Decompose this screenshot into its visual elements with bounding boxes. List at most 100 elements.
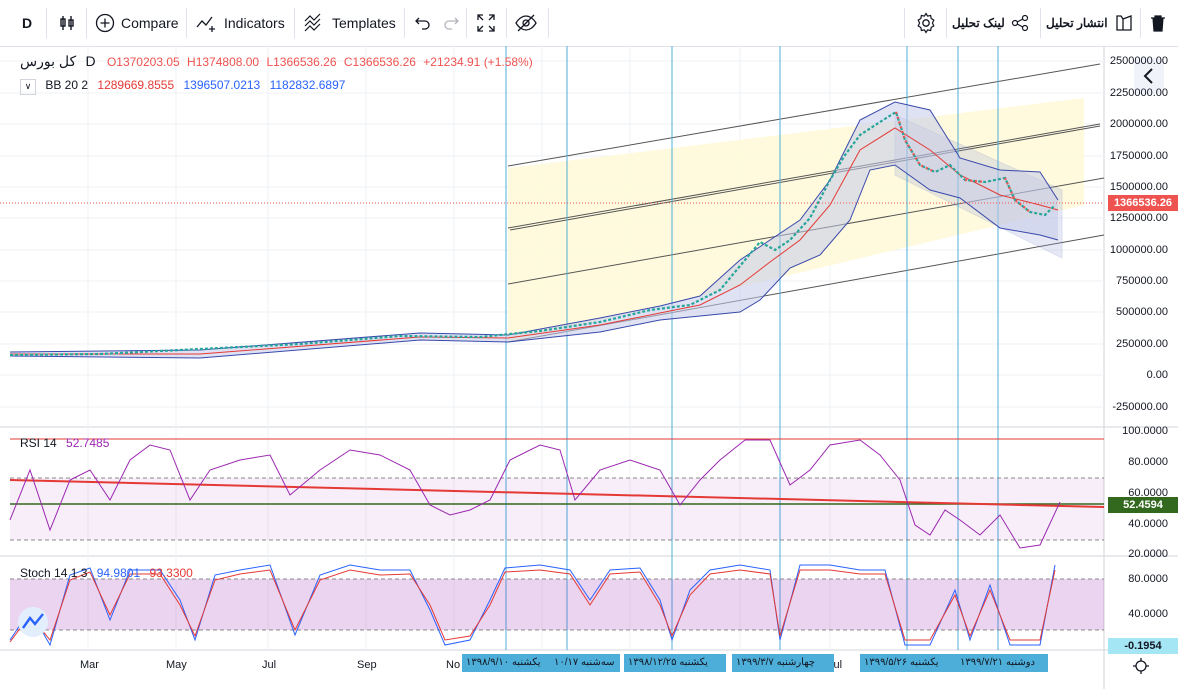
rsi-value: 52.7485 xyxy=(66,436,110,450)
share-link-label: لینک تحلیل xyxy=(952,16,1005,30)
publish-label: انتشار تحلیل xyxy=(1046,16,1108,30)
logo-mark xyxy=(22,613,44,629)
top-toolbar: D Compare Indicators Templates لینک تحلی… xyxy=(0,0,1178,47)
side-panel-toggle[interactable] xyxy=(1134,58,1164,94)
time-axis-settings-icon[interactable] xyxy=(1133,658,1149,674)
redo-icon xyxy=(444,17,459,30)
divider xyxy=(506,8,507,38)
stoch-d-line xyxy=(9,569,1056,643)
fullscreen-button[interactable] xyxy=(476,0,496,46)
publish-button[interactable]: انتشار تحلیل xyxy=(1046,0,1134,46)
redo-button[interactable] xyxy=(442,0,460,46)
price-axis-label: 1250000.00 xyxy=(1109,212,1168,224)
bb-basis-value: 1289669.8555 xyxy=(97,78,175,92)
stoch-axis-label: 40.0000 xyxy=(1128,608,1168,620)
ohlc-open: O1370203.05 xyxy=(106,55,180,69)
price-axis-label: 2250000.00 xyxy=(1109,87,1168,99)
templates-button[interactable]: Templates xyxy=(304,0,396,46)
share-link-button[interactable]: لینک تحلیل xyxy=(952,0,1029,46)
symbol-interval: D xyxy=(85,53,96,69)
fullscreen-icon xyxy=(477,14,495,32)
trash-icon xyxy=(1151,15,1165,32)
interval-label: D xyxy=(22,15,33,31)
divider xyxy=(1040,8,1041,38)
price-axis-label: 1000000.00 xyxy=(1109,244,1168,256)
bollinger-lower xyxy=(9,164,1059,359)
price-axis-label: 750000.00 xyxy=(1116,275,1168,287)
divider xyxy=(294,8,295,38)
stoch-label: Stoch 14 1 3 xyxy=(20,566,88,580)
hide-drawings-button[interactable] xyxy=(514,0,538,46)
stoch-legend[interactable]: Stoch 14 1 3 94.9801 93.3300 xyxy=(20,566,193,580)
price-axis-label: -250000.00 xyxy=(1112,401,1168,413)
divider xyxy=(946,8,947,38)
bb-legend[interactable]: ∨ BB 20 2 1289669.8555 1396507.0213 1182… xyxy=(20,78,345,95)
chevron-left-icon xyxy=(1143,68,1153,84)
last-price-tag: 1366536.26 xyxy=(1108,195,1178,211)
interval-button[interactable]: D xyxy=(22,0,32,46)
indicators-button[interactable]: Indicators xyxy=(196,0,285,46)
undo-icon xyxy=(415,17,430,30)
share-icon xyxy=(1011,14,1028,32)
price-axis-label: 1500000.00 xyxy=(1109,181,1168,193)
bb-lower-value: 1182832.6897 xyxy=(269,78,346,92)
publish-icon xyxy=(1115,15,1132,31)
bollinger-basis xyxy=(10,127,1059,355)
bb-upper-value: 1396507.0213 xyxy=(183,78,261,92)
compare-button[interactable]: Compare xyxy=(95,0,179,46)
time-axis-label: May xyxy=(166,659,187,671)
stoch-d-value: 93.3300 xyxy=(149,566,193,580)
divider xyxy=(904,8,905,38)
bb-label: BB 20 2 xyxy=(45,78,89,92)
price-axis-label: 2500000.00 xyxy=(1109,55,1168,67)
time-axis-label: Mar xyxy=(80,659,99,671)
price-axis-label: 500000.00 xyxy=(1116,306,1168,318)
divider xyxy=(404,8,405,38)
rsi-line xyxy=(9,439,1061,549)
price-series-down[interactable] xyxy=(894,111,1031,213)
rsi-axis-label: 100.0000 xyxy=(1122,425,1168,437)
rsi-value-tag: 52.4594 xyxy=(1108,497,1178,513)
rsi-trendline[interactable] xyxy=(9,479,1105,508)
eye-off-icon xyxy=(515,14,537,32)
stoch-k-value: 94.9801 xyxy=(96,566,141,580)
date-marker-tag: ۱۳۹۹/۷/۲۱ دوشنبه xyxy=(956,654,1048,672)
stoch-band-fill xyxy=(10,579,1104,630)
divider xyxy=(1140,8,1141,38)
rsi-legend[interactable]: RSI 14 52.7485 xyxy=(20,436,109,450)
divider xyxy=(46,8,47,38)
price-series[interactable] xyxy=(9,110,1056,357)
price-axis-label: 1750000.00 xyxy=(1109,150,1168,162)
plus-circle-icon xyxy=(95,13,115,33)
date-marker-tag: ۱۳۹۹/۳/۷ چهارشنبه xyxy=(732,654,834,672)
settings-button[interactable] xyxy=(915,0,937,46)
ohlc-low: L1366536.26 xyxy=(266,55,337,69)
stoch-value-tag: -0.1954 xyxy=(1108,638,1178,654)
date-marker-tag: ۱۰/۱۷ سه‌شنبه xyxy=(550,654,620,672)
templates-label: Templates xyxy=(332,15,396,31)
time-axis-label: Sep xyxy=(357,659,377,671)
date-marker-tag: ۱۳۹۹/۵/۲۶ یکشنبه xyxy=(860,654,962,672)
delete-button[interactable] xyxy=(1150,0,1166,46)
gear-icon xyxy=(917,12,935,34)
divider xyxy=(186,8,187,38)
collapse-chevron-icon[interactable]: ∨ xyxy=(20,79,36,95)
date-marker-tag: ۱۳۹۸/۱۲/۲۵ یکشنبه xyxy=(624,654,726,672)
rsi-axis-label: 40.0000 xyxy=(1128,518,1168,530)
ohlc-high: H1374808.00 xyxy=(187,55,260,69)
divider xyxy=(86,8,87,38)
indicators-label: Indicators xyxy=(224,15,285,31)
price-axis-label: 250000.00 xyxy=(1116,338,1168,350)
rsi-axis-label: 60.0000 xyxy=(1128,487,1168,499)
chart-canvas[interactable] xyxy=(0,46,1178,689)
symbol-legend[interactable]: کل بورس D O1370203.05 H1374808.00 L13665… xyxy=(20,53,533,70)
chart-type-button[interactable] xyxy=(58,0,76,46)
ohlc-close: C1366536.26 xyxy=(343,55,416,69)
price-axis-label: 2000000.00 xyxy=(1109,118,1168,130)
rsi-axis-label: 20.0000 xyxy=(1128,548,1168,560)
bollinger-upper xyxy=(9,101,1059,353)
compare-label: Compare xyxy=(121,15,179,31)
divider xyxy=(548,8,549,38)
undo-button[interactable] xyxy=(414,0,432,46)
date-markers[interactable] xyxy=(505,46,999,650)
